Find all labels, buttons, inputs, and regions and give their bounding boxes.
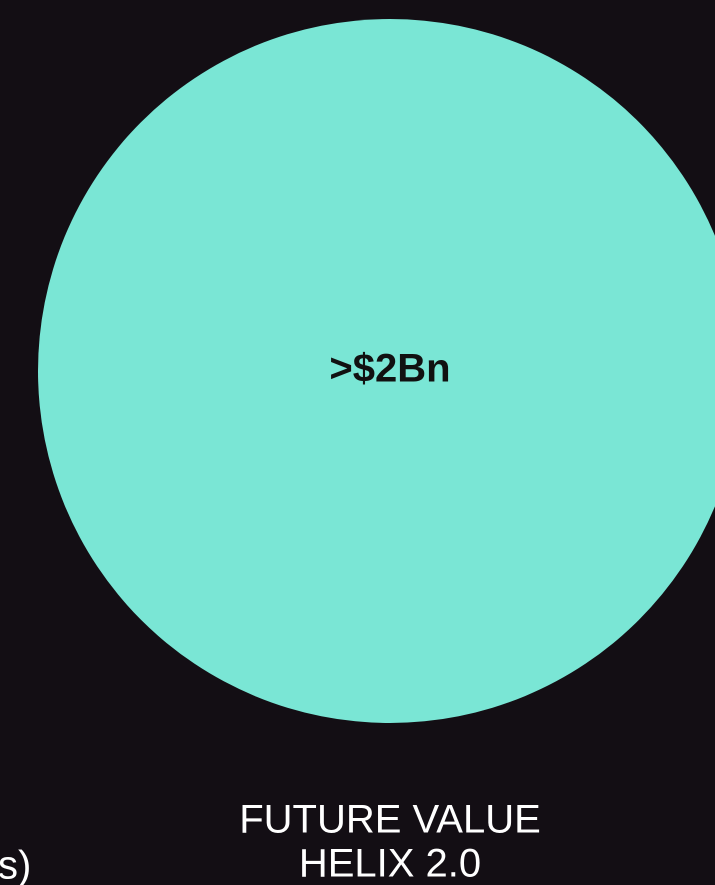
- caption-line: FUTURE VALUE: [239, 798, 541, 842]
- left-caption-fragment: s): [0, 844, 31, 885]
- circle-label: >$2Bn: [329, 347, 450, 391]
- value-circle: [38, 19, 715, 723]
- caption-line: HELIX 2.0: [299, 842, 481, 885]
